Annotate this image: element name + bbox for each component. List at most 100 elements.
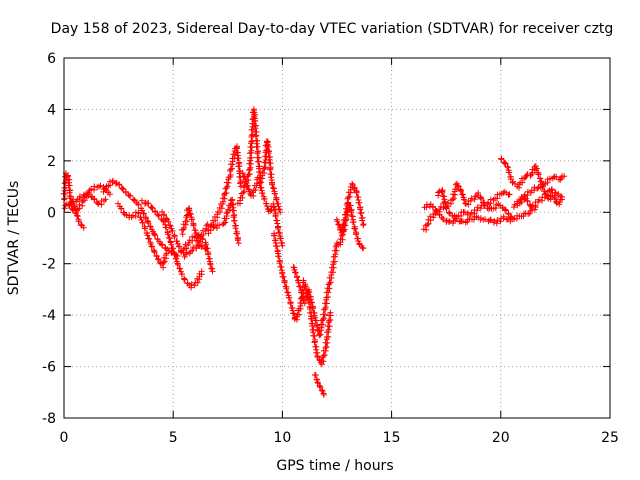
data-point [65,176,72,183]
data-point [353,231,359,238]
data-point [318,387,325,394]
data-point [216,222,223,229]
data-point [155,212,162,219]
data-point [552,195,559,202]
data-point [218,205,225,212]
data-point [186,237,193,244]
data-point [253,137,260,144]
series-track [311,371,327,398]
data-point [116,181,123,188]
series-track [333,202,367,252]
series-track [234,106,284,216]
data-point [220,220,227,227]
data-point [527,189,534,196]
data-point [151,249,158,256]
data-point [119,185,126,192]
series-track [138,197,205,291]
data-point [184,218,191,225]
data-point [502,206,509,213]
y-tick-label: 6 [47,51,56,67]
data-point [487,216,494,223]
data-point [267,171,274,178]
data-point [339,236,346,243]
y-tick-label: 2 [47,154,56,170]
data-point [502,160,509,167]
data-point [351,225,358,232]
data-point [148,204,155,211]
data-point [138,197,145,204]
data-point [257,184,264,191]
data-point [165,231,171,238]
data-point [155,255,162,262]
data-point [240,173,247,180]
data-point [234,155,241,162]
data-point [359,244,366,251]
data-point [360,245,367,252]
data-point [129,212,136,219]
axis-ticks: 0 5 10 15 20 25 -8 -6 -4 -2 0 2 4 6 [42,51,619,446]
data-point [279,242,286,249]
data-point [234,237,241,244]
data-point [221,195,228,202]
data-point [436,211,443,218]
data-point [307,315,314,322]
data-point [227,172,234,178]
y-tick-label: 4 [47,102,56,118]
data-point [183,245,190,252]
data-point [229,201,236,208]
data-point [127,192,134,199]
data-point [175,243,182,250]
data-point [555,190,562,197]
data-point [272,243,279,249]
data-point [166,222,173,229]
data-point [77,221,84,228]
data-point [450,195,457,202]
data-point [528,171,535,178]
data-point [88,186,95,192]
data-point [245,186,252,193]
data-point [349,219,356,226]
data-point [190,244,197,251]
data-point [474,207,481,214]
data-point [504,163,511,170]
data-point [208,265,215,272]
data-point [226,206,233,213]
data-point [165,218,172,225]
data-point [548,186,555,193]
data-point [169,245,176,251]
data-point [162,244,169,251]
data-point [429,203,436,210]
data-point [468,209,475,216]
data-point [198,268,205,275]
data-point [264,143,271,150]
series-track [205,143,244,237]
data-point [145,235,152,242]
data-point [261,196,268,203]
data-point [249,144,255,151]
data-point [296,311,303,318]
data-point [312,317,319,324]
data-point [236,173,243,180]
data-point [269,181,276,188]
y-tick-label: -8 [42,411,56,427]
data-point [254,158,261,165]
data-point [174,240,181,247]
data-point [360,222,367,229]
data-point [205,255,212,262]
data-point [506,191,513,198]
data-point [66,195,73,202]
series-track [159,208,216,275]
data-point [252,128,259,135]
data-point [446,209,452,216]
series-track [335,180,367,248]
data-point [191,227,198,233]
x-tick-label: 10 [273,430,291,446]
data-point [252,187,259,193]
data-point [561,173,568,180]
data-point [424,221,431,228]
data-point [440,193,447,200]
data-point [100,188,107,195]
data-point [323,300,330,307]
data-point [80,224,87,231]
data-point [166,234,172,241]
